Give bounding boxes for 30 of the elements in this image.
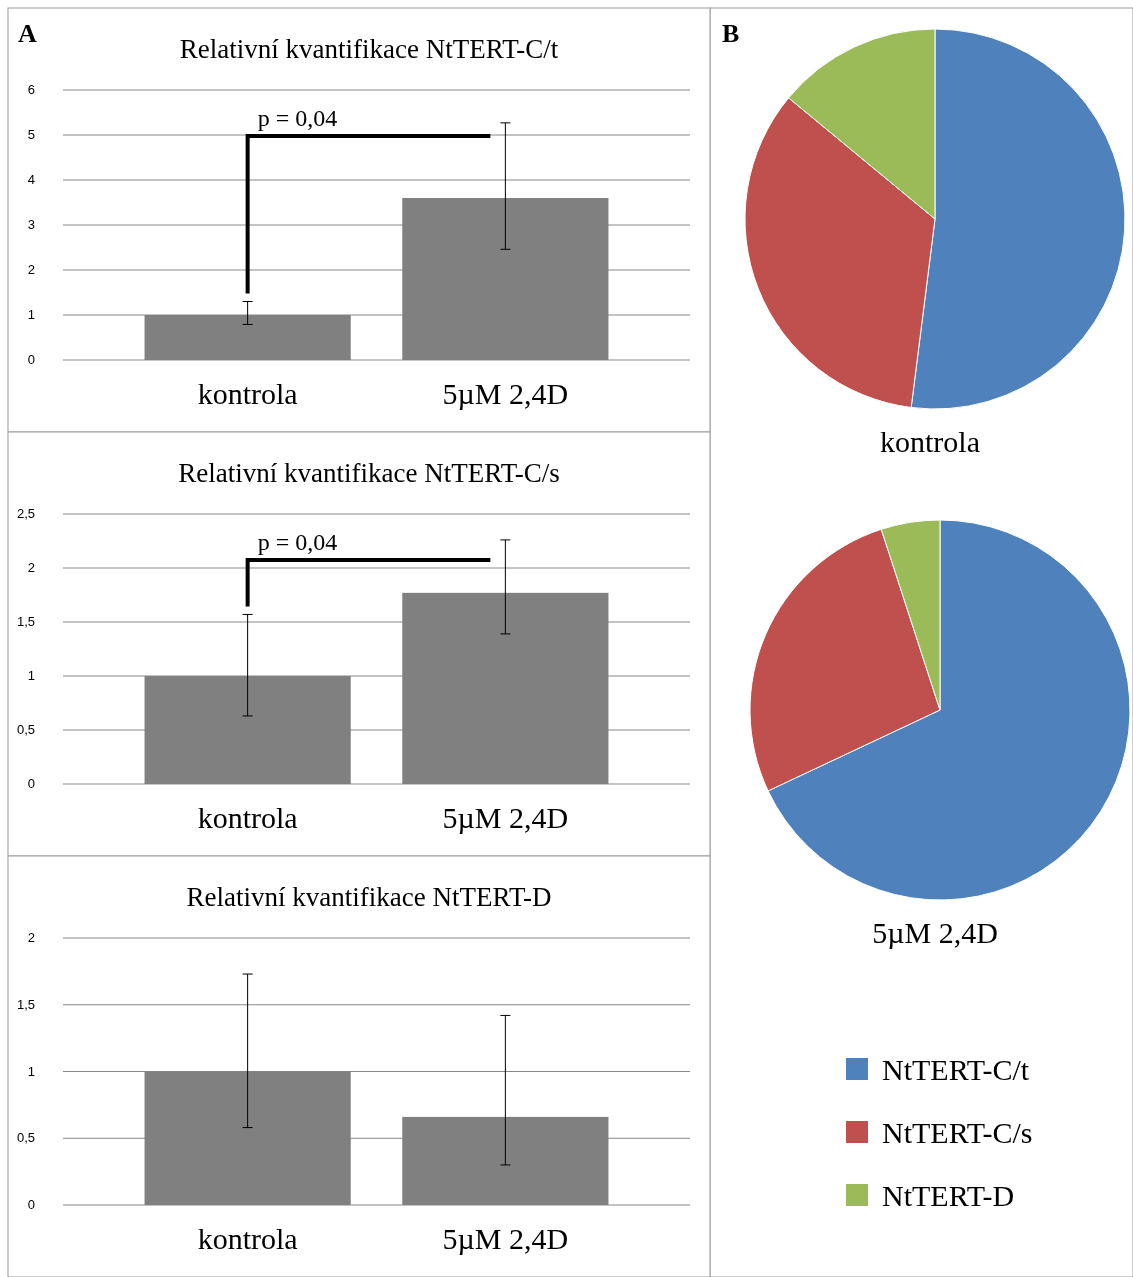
y-tick-label: 1,5 [16,996,35,1012]
annotation: p = 0,04 [257,528,338,555]
y-tick-label: 2 [27,560,35,575]
y-tick-label: 1 [27,668,35,683]
text: kontrola [880,425,980,458]
y-tick-label: 1 [27,307,35,322]
y-tick-label: 0 [27,352,35,367]
y-tick-label: 0 [27,1197,35,1212]
y-tick-label: 0 [27,776,35,791]
y-tick-label: 2,5 [16,506,35,521]
y-tick-label: 4 [27,172,35,187]
chart-title: Relativní kvantifikace NtTERT-D [186,882,552,912]
text: B [722,19,740,48]
y-tick-label: 1 [27,1063,35,1079]
y-tick-label: 2 [27,930,35,945]
legend-label: NtTERT-D [882,1179,1015,1212]
y-tick-label: 1,5 [16,614,35,629]
y-tick-label: 2 [27,262,35,277]
text: A [18,19,37,48]
y-tick-label: 6 [27,82,35,97]
chart-title: Relativní kvantifikace NtTERT-C/s [178,458,560,488]
text: 5µM 2,4D [872,916,998,949]
legend-label: NtTERT-C/s [882,1116,1033,1149]
y-tick-label: 0,5 [16,1130,35,1146]
legend-label: NtTERT-C/t [882,1053,1030,1086]
y-tick-label: 5 [27,127,35,142]
annotation: p = 0,04 [257,104,338,131]
chart-title: Relativní kvantifikace NtTERT-C/t [179,34,559,64]
y-tick-label: 0,5 [16,722,35,737]
y-tick-label: 3 [27,217,35,232]
